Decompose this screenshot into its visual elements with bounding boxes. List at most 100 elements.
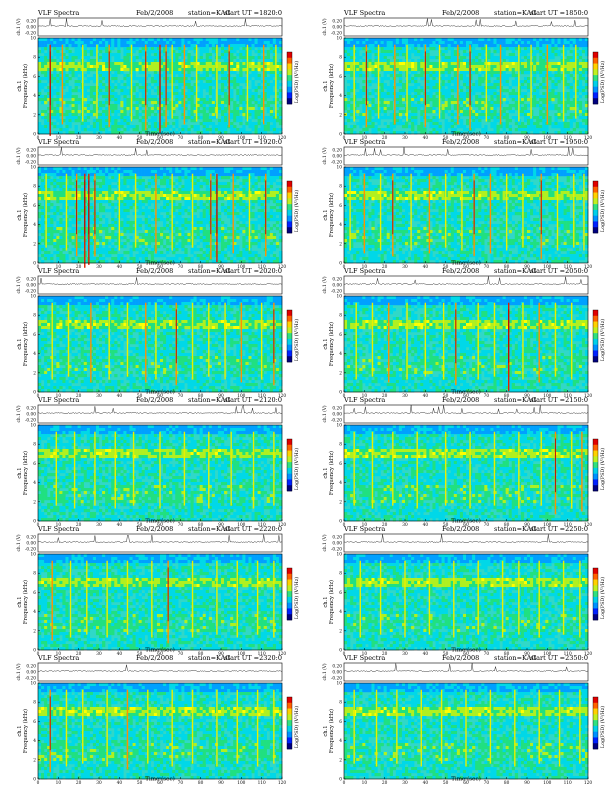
- spectrogram-cell: [166, 197, 170, 201]
- spectrogram-cell: [77, 176, 81, 180]
- spectrogram-cell: [150, 59, 155, 63]
- spectrogram-cell: [166, 47, 170, 51]
- spectrogram-cell: [432, 119, 436, 123]
- spectrogram-cell: [584, 86, 589, 90]
- spectrogram-cell: [202, 176, 206, 180]
- spectrogram-cell: [181, 167, 185, 171]
- spectrogram-cell: [163, 200, 167, 204]
- spectrogram-cell: [41, 38, 45, 42]
- spectrogram-cell: [190, 110, 194, 114]
- spectrogram-cell: [539, 107, 543, 111]
- spectrogram-cell: [542, 68, 546, 72]
- spectrogram-cell: [141, 128, 145, 132]
- spectrogram-cell: [74, 128, 78, 132]
- spectrogram-cell: [221, 62, 225, 66]
- spectrogram-cell: [224, 92, 228, 96]
- spectrogram-cell: [217, 56, 222, 60]
- spectrogram-cell: [414, 95, 418, 99]
- x-tick-label: 0: [343, 136, 346, 141]
- spectrogram-cell: [178, 92, 182, 96]
- spectrogram-cell: [95, 191, 100, 195]
- spectrogram-cell: [254, 56, 258, 60]
- spectrogram-cell: [175, 179, 179, 183]
- spectrogram-cell: [105, 179, 109, 183]
- spectrogram-cell: [80, 197, 84, 201]
- spectrogram-cell: [411, 125, 415, 129]
- spectrogram-cell: [560, 101, 564, 105]
- spectrogram-cell: [551, 86, 555, 90]
- spectrogram-cell: [217, 65, 222, 69]
- spectrogram-cell: [536, 92, 540, 96]
- spectrogram-cell: [557, 110, 561, 114]
- spectrogram-cell: [260, 128, 264, 132]
- spectrogram-cell: [150, 47, 155, 51]
- spectrogram-cell: [266, 107, 270, 111]
- spectrogram-cell: [221, 191, 225, 195]
- spectrogram-cell: [563, 131, 567, 135]
- spectrogram-cell: [478, 65, 482, 69]
- x-tick-label: 100: [237, 136, 245, 141]
- spectrogram-cell: [356, 74, 360, 78]
- spectrogram-cell: [496, 50, 500, 54]
- spectrogram-cell: [411, 77, 415, 81]
- spectrogram-cell: [269, 44, 274, 48]
- spectrogram-cell: [47, 185, 51, 189]
- spectrogram-cell: [114, 131, 118, 135]
- spectrogram-cell: [175, 77, 179, 81]
- spectrogram-cell: [395, 65, 400, 69]
- spectrogram-cell: [459, 122, 464, 126]
- spectrogram-cell: [539, 59, 543, 63]
- spectrogram-cell: [389, 89, 393, 93]
- spectrogram-cell: [205, 194, 209, 198]
- spectrogram-cell: [414, 98, 418, 102]
- spectrogram-cell: [371, 122, 375, 126]
- spectrogram-cell: [278, 113, 283, 117]
- spectrogram-cell: [187, 38, 191, 42]
- spectrogram-cell: [557, 116, 561, 120]
- spectrogram-cell: [95, 125, 100, 129]
- spectrogram-cell: [153, 80, 158, 84]
- spectrogram-cell: [377, 38, 381, 42]
- spectrogram-cell: [466, 62, 470, 66]
- spectrogram-cell: [275, 98, 280, 102]
- spectrogram-cell: [163, 68, 167, 72]
- spectrogram-cell: [566, 98, 570, 102]
- spectrogram-cell: [490, 113, 494, 117]
- spectrogram-cell: [196, 38, 200, 42]
- spectrogram-cell: [89, 47, 94, 51]
- spectrogram-cell: [438, 128, 442, 132]
- spectrogram-cell: [420, 62, 424, 66]
- burst-mark: [377, 44, 380, 119]
- spectrogram-cell: [344, 65, 348, 69]
- spectrogram-cell: [466, 95, 470, 99]
- spectrogram-cell: [68, 53, 72, 57]
- y-tick-label: 6: [339, 75, 342, 80]
- spectrogram-cell: [56, 200, 60, 204]
- spectrogram-cell: [160, 194, 164, 198]
- spectrogram-cell: [44, 77, 48, 81]
- spectrogram-cell: [347, 119, 351, 123]
- spectrogram-cell: [214, 41, 219, 45]
- spectrogram-cell: [398, 98, 403, 102]
- spectrogram-cell: [514, 44, 519, 48]
- x-tick-label: 110: [258, 136, 266, 141]
- spectrogram-cell: [123, 170, 127, 174]
- spectrogram-cell: [175, 38, 179, 42]
- channel-tick-label: 0.20: [332, 19, 342, 24]
- spectrogram-cell: [272, 44, 277, 48]
- spectrogram-cell: [89, 173, 94, 177]
- spectrogram-cell: [347, 89, 351, 93]
- spectrogram-cell: [129, 197, 133, 201]
- spectrogram-cell: [450, 44, 454, 48]
- spectrogram-cell: [542, 104, 546, 108]
- spectrogram-cell: [269, 83, 274, 87]
- spectrogram-cell: [56, 62, 60, 66]
- spectrogram-cell: [126, 182, 130, 186]
- spectrogram-cell: [398, 80, 403, 84]
- spectrogram-cell: [147, 194, 152, 198]
- spectrogram-cell: [47, 50, 51, 54]
- spectrogram-cell: [132, 197, 136, 201]
- spectrogram-cell: [248, 77, 252, 81]
- spectrogram-cell: [450, 110, 454, 114]
- spectrogram-cell: [572, 128, 576, 132]
